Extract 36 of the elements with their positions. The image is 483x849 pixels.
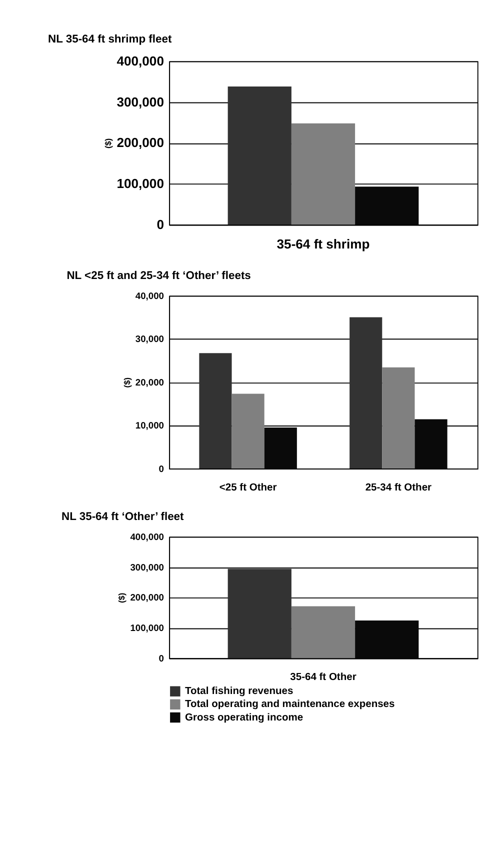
y-tick-label: 20,000 xyxy=(135,377,164,388)
y-tick-label: 0 xyxy=(158,464,164,474)
legend-label: Gross operating income xyxy=(184,712,304,724)
y-tick-label: 100,000 xyxy=(116,176,164,192)
bar xyxy=(382,367,415,469)
x-tick-label: 35-64 ft shrimp xyxy=(276,236,370,252)
chart-title: NL <25 ft and 25-34 ft ‘Other’ fleets xyxy=(66,270,251,282)
y-tick-label: 200,000 xyxy=(116,135,164,150)
bar xyxy=(199,353,232,469)
y-tick-label: 100,000 xyxy=(130,623,164,634)
y-tick-label: 300,000 xyxy=(130,562,164,572)
y-tick-label: 400,000 xyxy=(116,53,164,68)
y-tick-label: 30,000 xyxy=(135,334,164,344)
legend-label: Total fishing revenues xyxy=(184,686,294,698)
y-tick-label: 0 xyxy=(156,216,164,232)
chart-title: NL 35-64 ft ‘Other’ fleet xyxy=(62,510,184,523)
y-axis-title: ($) xyxy=(103,138,114,149)
y-tick-label: 400,000 xyxy=(130,532,164,542)
x-tick-label: 35-64 ft Other xyxy=(290,672,356,684)
bar xyxy=(350,317,382,469)
y-axis-title: ($) xyxy=(116,592,127,604)
y-tick-label: 200,000 xyxy=(130,592,164,603)
bar xyxy=(232,394,264,469)
x-tick-label: 25-34 ft Other xyxy=(365,482,432,494)
y-tick-label: 0 xyxy=(158,653,164,664)
y-axis-title: ($) xyxy=(122,377,132,388)
bar xyxy=(291,606,356,658)
chart-title: NL 35-64 ft shrimp fleet xyxy=(48,34,172,46)
legend-label: Total operating and maintenance expenses xyxy=(184,699,396,710)
y-tick-label: 40,000 xyxy=(135,290,164,301)
y-tick-label: 10,000 xyxy=(135,420,164,431)
y-tick-label: 300,000 xyxy=(116,94,164,110)
bar xyxy=(228,86,292,225)
bar xyxy=(228,568,292,658)
bar xyxy=(291,123,356,225)
x-tick-label: <25 ft Other xyxy=(219,482,277,494)
